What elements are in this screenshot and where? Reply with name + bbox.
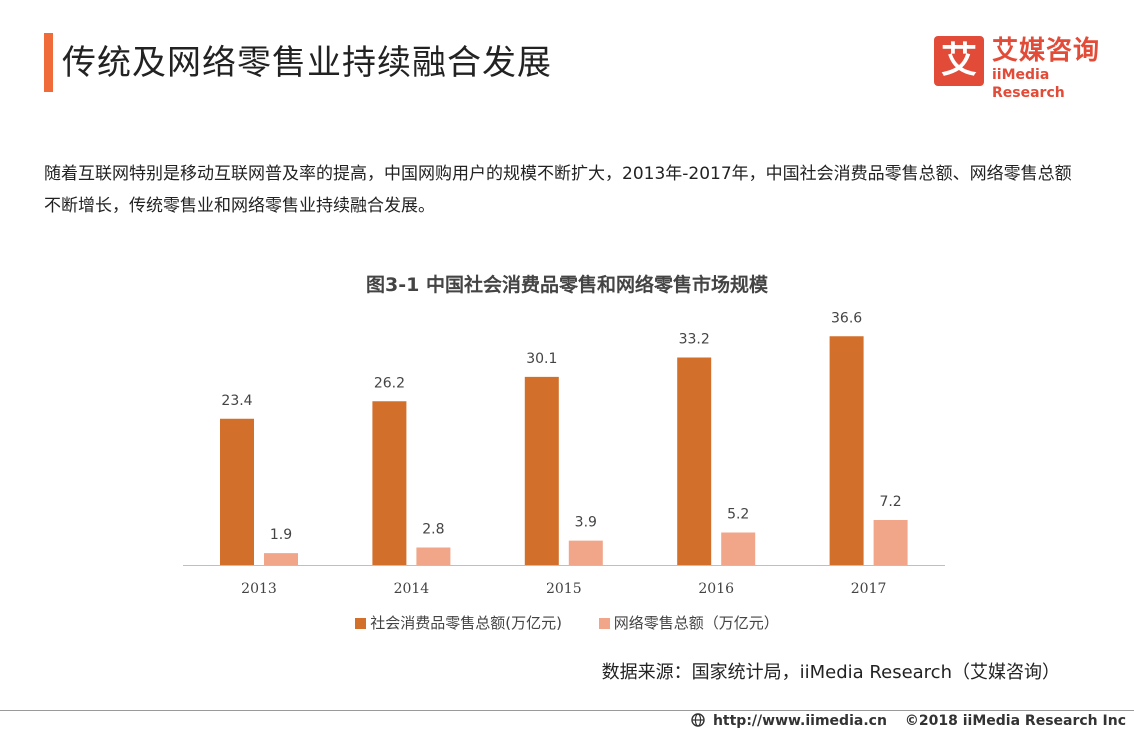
logo-cn-text: 艾媒咨询: [992, 36, 1101, 66]
x-tick-2017: 2017: [851, 581, 887, 597]
bar-retail-2014: [372, 401, 407, 565]
bar-retail-2017: [829, 336, 864, 565]
bar-retail-2013: [220, 418, 254, 565]
logo-en-text: iiMedia Research: [992, 67, 1065, 101]
logo-mark: 艾: [934, 36, 984, 86]
data-label-online-2016: 5.2: [727, 507, 749, 523]
legend-swatch-retail: [355, 618, 367, 629]
data-label-online-2015: 3.9: [575, 515, 597, 531]
data-label-retail-2015: 30.1: [526, 351, 557, 367]
x-tick-2016: 2016: [698, 581, 734, 597]
data-label-retail-2014: 26.2: [374, 375, 405, 391]
bar-online-2015: [568, 540, 603, 565]
bar-retail-2016: [677, 357, 712, 565]
legend-item-retail: 社会消费品零售总额(万亿元): [355, 612, 562, 633]
data-label-retail-2016: 33.2: [679, 332, 710, 348]
bar-online-2013: [264, 553, 298, 565]
footer: http://www.iimedia.cn ©2018 iiMedia Resea…: [691, 713, 1126, 729]
data-label-online-2017: 7.2: [879, 494, 901, 510]
data-label-retail-2013: 23.4: [221, 393, 252, 409]
bar-retail-2015: [524, 376, 559, 565]
chart-legend: 社会消费品零售总额(万亿元) 网络零售总额（万亿元）: [0, 612, 1134, 633]
legend-item-online: 网络零售总额（万亿元）: [598, 612, 779, 633]
legend-swatch-online: [598, 618, 610, 629]
footer-copyright: ©2018 iiMedia Research Inc: [904, 713, 1126, 729]
legend-label-retail: 社会消费品零售总额(万亿元): [370, 614, 562, 632]
chart-title: 图3-1 中国社会消费品零售和网络零售市场规模: [366, 274, 768, 296]
data-label-retail-2017: 36.6: [831, 310, 862, 326]
bar-online-2017: [873, 520, 908, 565]
brand-logo: 艾 艾媒咨询 iiMedia Research: [934, 36, 1114, 101]
bar-online-2016: [721, 532, 756, 565]
x-tick-2014: 2014: [394, 581, 430, 597]
legend-label-online: 网络零售总额（万亿元）: [613, 614, 779, 632]
x-tick-2015: 2015: [546, 581, 582, 597]
footer-divider: [0, 710, 1134, 711]
bar-online-2014: [416, 547, 451, 565]
x-tick-2013: 2013: [241, 581, 277, 597]
footer-url[interactable]: http://www.iimedia.cn: [712, 713, 887, 729]
data-label-online-2014: 2.8: [422, 522, 444, 538]
title-accent-bar: [44, 33, 53, 92]
page-title: 传统及网络零售业持续融合发展: [62, 43, 552, 83]
data-label-online-2013: 1.9: [270, 527, 292, 543]
globe-icon: [691, 713, 705, 727]
data-source: 数据来源：国家统计局，iiMedia Research（艾媒咨询）: [601, 662, 1060, 683]
intro-paragraph: 随着互联网特别是移动互联网普及率的提高，中国网购用户的规模不断扩大，2013年-…: [44, 164, 1072, 216]
